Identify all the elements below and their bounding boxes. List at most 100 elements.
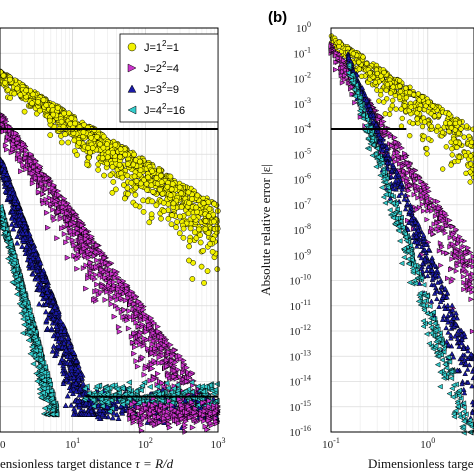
data-point xyxy=(158,172,164,179)
data-point xyxy=(187,225,194,232)
data-point xyxy=(407,133,413,139)
data-point xyxy=(122,151,129,158)
data-point xyxy=(109,189,116,196)
panel-a-data-points xyxy=(0,68,222,435)
data-point xyxy=(85,145,91,151)
panel-a-x-tick-labels: 0 101 102 103 xyxy=(0,436,226,451)
data-point xyxy=(104,141,110,148)
data-point xyxy=(58,139,65,146)
data-point xyxy=(67,120,74,127)
legend-marker xyxy=(127,42,137,52)
data-point xyxy=(11,90,18,97)
data-point xyxy=(119,174,126,181)
data-point xyxy=(170,200,177,207)
data-point xyxy=(54,105,61,111)
data-point xyxy=(206,206,213,212)
data-point xyxy=(140,197,146,204)
x-tick-exponent: 1 xyxy=(76,436,80,445)
data-point xyxy=(132,202,139,209)
data-point xyxy=(125,191,131,197)
data-point xyxy=(160,200,167,206)
legend-entry: J=12=1 xyxy=(144,39,179,54)
x-tick-label: 102 xyxy=(138,436,153,451)
data-point xyxy=(149,168,155,175)
x-tick-label: 0 xyxy=(0,439,6,451)
data-point xyxy=(116,161,123,168)
data-point xyxy=(109,163,116,170)
data-point xyxy=(128,180,135,186)
panel-b: (b) 10010-110-210-310-410-510-610-710-81… xyxy=(258,9,474,471)
data-point xyxy=(68,115,75,122)
data-point xyxy=(180,234,187,241)
data-point xyxy=(43,102,50,108)
data-point xyxy=(145,174,151,181)
data-point xyxy=(211,200,217,207)
data-point xyxy=(186,257,192,264)
data-point xyxy=(393,106,399,112)
data-point xyxy=(99,155,106,161)
data-point xyxy=(210,236,216,243)
data-point xyxy=(194,192,201,199)
data-point xyxy=(202,226,209,232)
data-point xyxy=(7,95,13,101)
data-point xyxy=(74,152,80,158)
data-point xyxy=(197,239,204,246)
data-point xyxy=(101,172,107,179)
data-point xyxy=(2,80,8,86)
data-point xyxy=(176,184,183,191)
data-point xyxy=(180,225,187,232)
data-point xyxy=(449,146,455,152)
data-point xyxy=(202,218,209,224)
data-point xyxy=(120,182,127,188)
data-point xyxy=(168,221,175,228)
data-point xyxy=(169,181,176,187)
data-point xyxy=(71,137,78,144)
data-point xyxy=(58,118,65,125)
data-point xyxy=(167,192,174,199)
data-point xyxy=(205,199,212,206)
data-point xyxy=(197,232,203,238)
data-point xyxy=(189,196,195,202)
data-point xyxy=(144,187,150,193)
data-point xyxy=(23,87,29,94)
data-point xyxy=(100,133,107,140)
data-point xyxy=(169,212,175,219)
x-axis-label-math: τ = R/d xyxy=(135,456,173,471)
data-point xyxy=(95,166,102,173)
data-point xyxy=(150,188,156,195)
data-point xyxy=(207,241,213,247)
data-point xyxy=(178,190,185,197)
data-point xyxy=(94,134,100,140)
legend-value: =16 xyxy=(167,105,186,117)
data-point xyxy=(204,268,211,274)
data-point xyxy=(211,218,217,225)
data-point xyxy=(76,139,82,146)
data-point xyxy=(117,153,123,160)
data-point xyxy=(84,161,91,168)
data-point xyxy=(104,154,111,161)
legend: J=12=1J=22=4J=32=9J=42=16 xyxy=(119,33,219,123)
data-point xyxy=(110,179,117,185)
legend-entry: J=22=4 xyxy=(144,60,179,75)
data-point xyxy=(209,248,216,255)
data-point xyxy=(164,183,171,190)
legend-value: =9 xyxy=(167,84,180,96)
legend-value: =4 xyxy=(167,63,180,75)
data-point xyxy=(185,210,192,217)
data-point xyxy=(205,213,212,219)
data-point xyxy=(131,151,137,158)
data-point xyxy=(124,161,131,167)
data-point xyxy=(193,235,200,241)
data-point xyxy=(35,99,41,105)
data-point xyxy=(62,131,68,138)
data-point xyxy=(201,280,207,286)
data-point xyxy=(174,219,180,225)
data-point xyxy=(65,139,72,146)
data-point xyxy=(158,179,165,186)
x-tick-exponent: 2 xyxy=(149,436,153,445)
data-point xyxy=(131,173,138,180)
x-tick-exponent: 3 xyxy=(222,436,226,445)
data-point xyxy=(107,172,114,179)
data-point xyxy=(46,117,53,124)
data-point xyxy=(186,238,193,244)
